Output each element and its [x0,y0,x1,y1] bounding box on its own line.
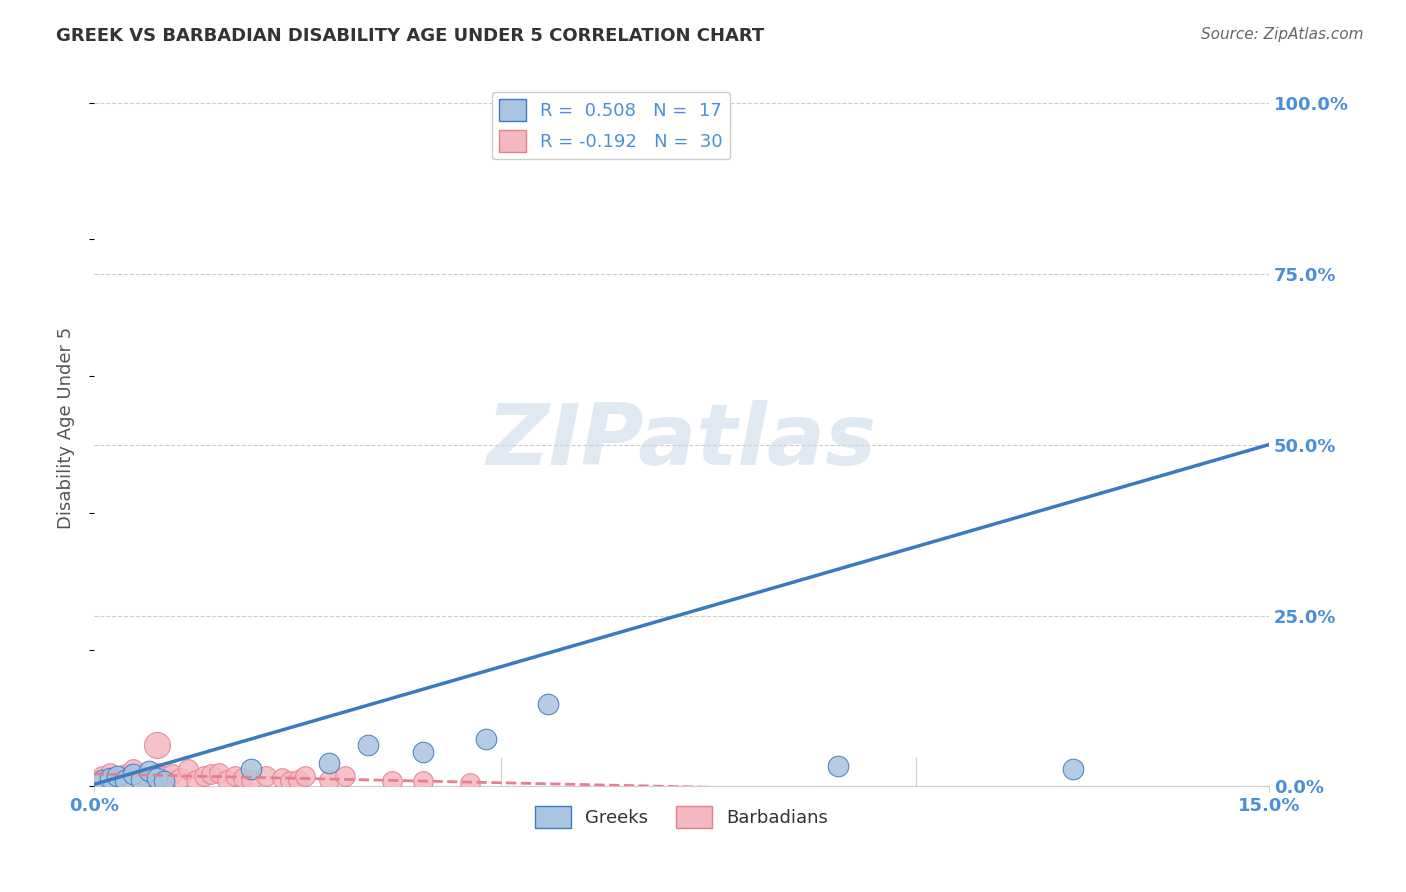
Point [239,772,262,787]
Point [122,767,145,781]
Point [114,772,136,787]
Point [169,772,191,786]
Point [114,767,136,781]
Point [145,739,167,753]
Point [287,772,309,787]
Point [294,769,316,783]
Point [90,772,112,787]
Point [239,763,262,777]
Point [671,116,693,130]
Legend: Greeks, Barbadians: Greeks, Barbadians [527,798,835,835]
Point [138,764,160,779]
Point [217,772,239,787]
Point [474,731,496,746]
Point [827,759,849,773]
Point [90,769,112,783]
Point [271,772,294,786]
Point [200,767,222,781]
Point [381,774,404,789]
Point [318,756,340,770]
Point [122,763,145,777]
Point [333,769,356,783]
Text: Source: ZipAtlas.com: Source: ZipAtlas.com [1201,27,1364,42]
Point [129,772,152,787]
Point [184,772,207,787]
Point [254,769,277,783]
Point [98,772,121,786]
Y-axis label: Disability Age Under 5: Disability Age Under 5 [58,326,75,529]
Text: ZIPatlas: ZIPatlas [486,401,876,483]
Point [537,698,560,712]
Point [1062,763,1084,777]
Point [145,772,167,786]
Point [458,776,481,790]
Point [193,769,215,783]
Point [129,769,152,783]
Point [145,765,167,780]
Text: GREEK VS BARBADIAN DISABILITY AGE UNDER 5 CORRELATION CHART: GREEK VS BARBADIAN DISABILITY AGE UNDER … [56,27,765,45]
Point [318,772,340,787]
Point [412,774,434,789]
Point [107,772,129,786]
Point [162,767,184,781]
Point [98,765,121,780]
Point [412,745,434,759]
Point [177,763,200,777]
Point [357,739,380,753]
Point [232,772,254,786]
Point [153,769,176,783]
Point [278,774,301,789]
Point [107,769,129,783]
Point [208,765,231,780]
Point [153,774,176,789]
Point [224,769,246,783]
Point [138,772,160,787]
